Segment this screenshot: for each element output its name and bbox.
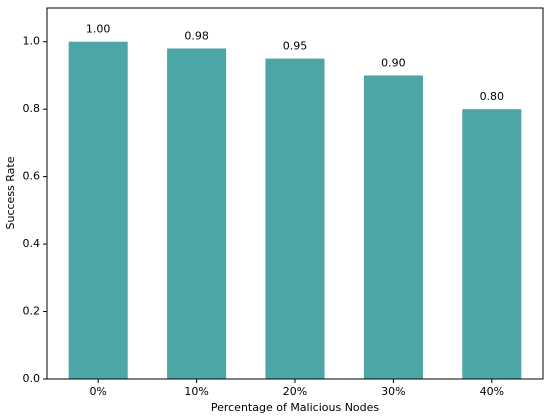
bar (68, 41, 128, 380)
y-axis-label: Success Rate (4, 156, 17, 229)
value-label: 0.80 (480, 90, 505, 103)
y-tick-label: 0.6 (23, 170, 41, 183)
x-tick-label: 30% (381, 385, 405, 398)
value-label: 0.98 (184, 29, 209, 42)
x-tick-label: 10% (184, 385, 208, 398)
x-axis-label: Percentage of Malicious Nodes (211, 401, 380, 414)
y-tick-label: 0.4 (23, 237, 41, 250)
x-tick-label: 0% (89, 385, 106, 398)
y-tick-label: 0.0 (23, 372, 41, 385)
x-tick-label: 40% (480, 385, 504, 398)
plot-frame (46, 7, 544, 380)
value-label: 0.95 (283, 40, 308, 53)
bar (363, 75, 423, 380)
bar (167, 48, 227, 380)
bar (265, 58, 325, 379)
value-label: 0.90 (381, 56, 406, 69)
y-tick-label: 0.2 (23, 305, 41, 318)
x-tick-label: 20% (283, 385, 307, 398)
y-tick-label: 1.0 (23, 35, 41, 48)
bar (462, 109, 522, 379)
value-label: 1.00 (86, 23, 111, 36)
y-tick-label: 0.8 (23, 102, 41, 115)
